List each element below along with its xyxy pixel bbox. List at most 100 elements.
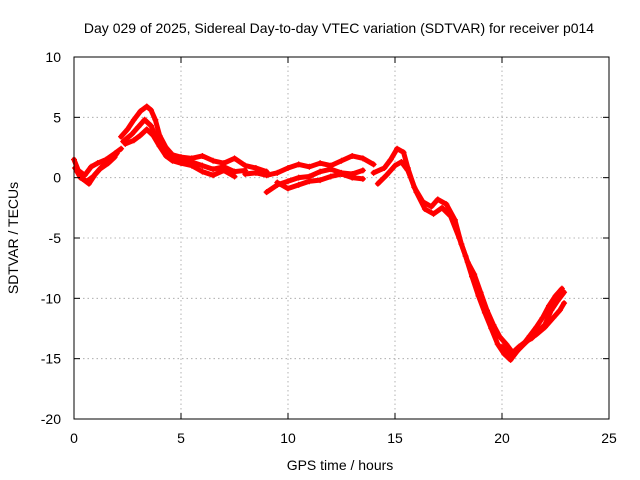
series-5-point-2 bbox=[135, 123, 142, 130]
series-11-point-0 bbox=[374, 180, 381, 187]
series-4-point-13 bbox=[210, 157, 217, 164]
series-11-point-5 bbox=[413, 189, 420, 196]
series-9-point-6 bbox=[338, 171, 345, 178]
series-10-point-4 bbox=[400, 149, 407, 156]
series-1-point-3 bbox=[88, 163, 95, 170]
y-tick-label-6: 10 bbox=[45, 49, 61, 65]
series-6-point-0 bbox=[122, 140, 129, 147]
series-9-point-7 bbox=[349, 174, 356, 181]
series-10-point-28 bbox=[561, 289, 568, 296]
series-8-point-9 bbox=[359, 167, 366, 174]
series-6-point-12 bbox=[220, 167, 227, 174]
series-3-trace bbox=[80, 151, 120, 187]
series-7-point-7 bbox=[317, 160, 324, 167]
series-9-point-1 bbox=[285, 185, 291, 192]
series-11-point-15 bbox=[488, 325, 495, 332]
series-7-point-3 bbox=[274, 169, 281, 176]
y-tick-label-1: -15 bbox=[41, 351, 61, 367]
series-11-point-24 bbox=[546, 302, 553, 309]
series-11-point-3 bbox=[398, 158, 405, 165]
series-10-point-8 bbox=[428, 203, 435, 210]
series-2-point-0 bbox=[72, 165, 79, 172]
series-6-point-13 bbox=[231, 173, 238, 180]
series-8-point-6 bbox=[327, 166, 334, 173]
series-11-point-6 bbox=[421, 206, 428, 213]
series-7-point-11 bbox=[359, 155, 366, 162]
series-5-point-10 bbox=[199, 162, 206, 169]
series-11-point-25 bbox=[552, 292, 559, 299]
series-12-point-5 bbox=[541, 324, 548, 331]
series-11-point-16 bbox=[494, 341, 501, 348]
series-11-point-4 bbox=[404, 167, 411, 174]
series-10-point-3 bbox=[394, 145, 401, 152]
series-5-point-3 bbox=[141, 116, 148, 123]
series-4-point-1 bbox=[124, 126, 131, 133]
series-4-point-12 bbox=[199, 152, 206, 159]
series-4-point-2 bbox=[130, 116, 137, 123]
series-5-point-1 bbox=[128, 131, 135, 138]
series-10-point-9 bbox=[434, 196, 441, 203]
series-6 bbox=[122, 126, 238, 180]
x-axis-label: GPS time / hours bbox=[287, 457, 394, 473]
series-6-trace bbox=[122, 126, 237, 179]
series-12-point-1 bbox=[507, 353, 514, 360]
axis-ticks bbox=[73, 56, 610, 420]
grid-lines bbox=[74, 57, 609, 419]
series-6-point-8 bbox=[178, 160, 184, 167]
series-11-point-23 bbox=[539, 314, 546, 321]
series-11-point-2 bbox=[392, 162, 398, 169]
series-4-point-6 bbox=[152, 116, 159, 123]
series-5-point-4 bbox=[148, 122, 155, 129]
series-7-point-9 bbox=[338, 157, 345, 164]
series-3-point-2 bbox=[92, 171, 99, 178]
series-12-point-0 bbox=[499, 343, 505, 350]
series-3-point-3 bbox=[98, 163, 105, 170]
series-9-point-0 bbox=[274, 179, 281, 186]
series-11-point-22 bbox=[533, 324, 540, 331]
series-9-point-2 bbox=[295, 181, 302, 188]
series-6-point-3 bbox=[143, 126, 150, 133]
series-9-point-3 bbox=[306, 178, 313, 185]
series-7-point-4 bbox=[285, 165, 291, 172]
series-6-point-9 bbox=[188, 162, 195, 169]
series-6-point-10 bbox=[199, 168, 206, 175]
series-11-point-14 bbox=[481, 309, 488, 316]
series-9-point-5 bbox=[327, 173, 334, 180]
series-7-point-12 bbox=[370, 161, 377, 168]
series-4-point-15 bbox=[231, 155, 238, 162]
series-10-point-18 bbox=[496, 333, 503, 340]
series-11-point-13 bbox=[475, 292, 482, 299]
x-tick-label-0: 0 bbox=[70, 430, 78, 446]
series-6-point-2 bbox=[137, 132, 144, 139]
series-12-point-2 bbox=[516, 346, 523, 353]
series-4-point-3 bbox=[137, 108, 144, 115]
series-10-trace bbox=[371, 146, 567, 356]
series-10-point-0 bbox=[370, 169, 377, 176]
series-8-point-3 bbox=[295, 174, 302, 181]
series-7-point-6 bbox=[306, 163, 313, 170]
series-6-point-11 bbox=[210, 172, 217, 179]
x-tick-labels: 0 5 10 15 20 25 bbox=[70, 430, 617, 446]
series-3-point-0 bbox=[79, 175, 86, 182]
series-1-point-4 bbox=[94, 160, 101, 167]
series-3 bbox=[79, 150, 120, 187]
series-11-point-1 bbox=[383, 172, 390, 179]
series-6-point-5 bbox=[156, 143, 163, 150]
series-9-point-8 bbox=[359, 175, 366, 182]
x-tick-label-4: 20 bbox=[494, 430, 510, 446]
series-group bbox=[71, 103, 568, 363]
series-8-point-0 bbox=[263, 189, 270, 196]
series-4-point-4 bbox=[143, 103, 150, 110]
series-7-point-5 bbox=[295, 161, 302, 168]
series-11-point-7 bbox=[430, 210, 437, 217]
series-11-point-26 bbox=[558, 285, 565, 292]
series-11-point-10 bbox=[456, 235, 463, 241]
series-11-point-11 bbox=[462, 253, 469, 260]
series-7 bbox=[242, 152, 377, 179]
series-11-point-8 bbox=[439, 204, 446, 211]
y-tick-label-5: 5 bbox=[53, 109, 61, 125]
series-8-point-5 bbox=[317, 168, 324, 175]
series-5-point-11 bbox=[210, 166, 217, 173]
x-tick-label-3: 15 bbox=[387, 430, 403, 446]
series-4-point-5 bbox=[148, 107, 155, 114]
